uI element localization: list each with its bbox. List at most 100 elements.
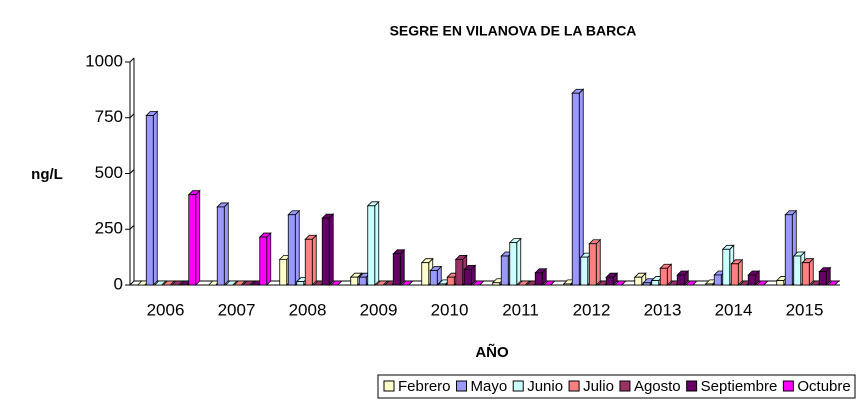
bar	[793, 255, 802, 286]
legend: Febrero Mayo Junio Julio Agosto Septiembre Oct…	[377, 374, 856, 399]
y-tick-label: 250	[95, 219, 123, 238]
y-tick-label: 0	[114, 274, 123, 293]
bar	[642, 282, 651, 286]
bar	[659, 267, 668, 286]
bar-top	[684, 280, 698, 286]
bar	[259, 236, 268, 286]
bar-top	[471, 280, 485, 286]
legend-label: Febrero	[398, 378, 451, 395]
bar	[509, 242, 518, 286]
legend-swatch	[456, 380, 468, 392]
bar	[580, 256, 589, 286]
legend-swatch	[568, 380, 580, 392]
y-tick-label: 1000	[85, 51, 123, 70]
bar	[438, 283, 447, 286]
bar	[651, 280, 660, 286]
legend-label: Julio	[583, 378, 614, 395]
legend-label: Septiembre	[701, 378, 778, 395]
x-tick-label: 2008	[289, 300, 327, 319]
bar	[287, 214, 296, 286]
bar	[145, 115, 154, 286]
x-tick-label: 2012	[573, 300, 611, 319]
bar	[216, 206, 225, 286]
bar	[350, 276, 359, 286]
bar-side	[294, 209, 300, 286]
y-tick-back	[129, 113, 135, 119]
bar	[801, 262, 810, 286]
bar-top	[542, 280, 556, 286]
y-tick-label: 750	[95, 107, 123, 126]
bar	[605, 276, 614, 286]
bar	[784, 214, 793, 286]
bar-top	[517, 280, 531, 286]
y-tick-back	[129, 224, 135, 230]
bar-top	[170, 280, 184, 286]
bar	[730, 263, 739, 286]
bar-side	[311, 234, 317, 286]
bar	[455, 258, 464, 286]
bar-top	[826, 280, 840, 286]
x-tick-label: 2015	[786, 300, 824, 319]
bar	[296, 281, 305, 286]
bar-side	[516, 237, 522, 286]
bar	[446, 276, 455, 286]
bar	[421, 262, 430, 286]
y-tick-back	[129, 57, 135, 63]
bar-side	[266, 232, 272, 286]
y-tick-back	[129, 169, 135, 174]
bar	[500, 255, 509, 286]
bar	[429, 270, 438, 286]
bar-side	[152, 110, 158, 286]
bar-top	[613, 280, 627, 286]
bar	[392, 253, 401, 286]
bar	[747, 274, 756, 286]
y-tick-back	[129, 280, 135, 286]
x-tick-label: 2010	[431, 300, 469, 319]
x-tick-label: 2014	[715, 300, 753, 319]
bar-top	[400, 280, 414, 286]
bar-side	[399, 248, 405, 286]
bar	[588, 243, 597, 286]
x-tick-label: 2013	[644, 300, 682, 319]
bar	[818, 271, 827, 286]
bar-side	[195, 189, 201, 286]
bar-top	[329, 280, 343, 286]
bar-side	[595, 238, 601, 286]
bar	[492, 282, 501, 286]
legend-swatch	[782, 380, 794, 392]
bar-side	[328, 213, 334, 286]
bar	[676, 274, 685, 286]
bar	[571, 92, 580, 286]
legend-swatch	[686, 380, 698, 392]
bar-top	[224, 280, 238, 286]
bar	[634, 276, 643, 286]
bar	[463, 268, 472, 286]
bar-side	[374, 200, 380, 286]
bar	[188, 194, 197, 286]
x-tick-label: 2009	[360, 300, 398, 319]
legend-swatch	[383, 380, 395, 392]
x-tick-label: 2011	[502, 300, 539, 319]
bar	[279, 258, 288, 286]
bar	[304, 238, 313, 286]
bar-top	[153, 280, 167, 286]
bar-top	[755, 280, 769, 286]
legend-swatch	[512, 380, 524, 392]
bar-top	[233, 280, 247, 286]
legend-label: Octubre	[797, 378, 850, 395]
chart-title: SEGRE EN VILANOVA DE LA BARCA	[390, 23, 637, 39]
bar	[321, 217, 330, 286]
bar	[534, 272, 543, 286]
bar-top	[241, 280, 255, 286]
x-tick-label: 2006	[147, 300, 185, 319]
bar-side	[223, 201, 229, 286]
bar	[367, 205, 376, 286]
bar	[563, 283, 572, 286]
y-axis-label: ng/L	[31, 166, 63, 183]
bar	[705, 283, 714, 286]
bar	[358, 276, 367, 286]
bar	[722, 248, 731, 286]
legend-swatch	[619, 380, 631, 392]
legend-box	[377, 374, 856, 399]
